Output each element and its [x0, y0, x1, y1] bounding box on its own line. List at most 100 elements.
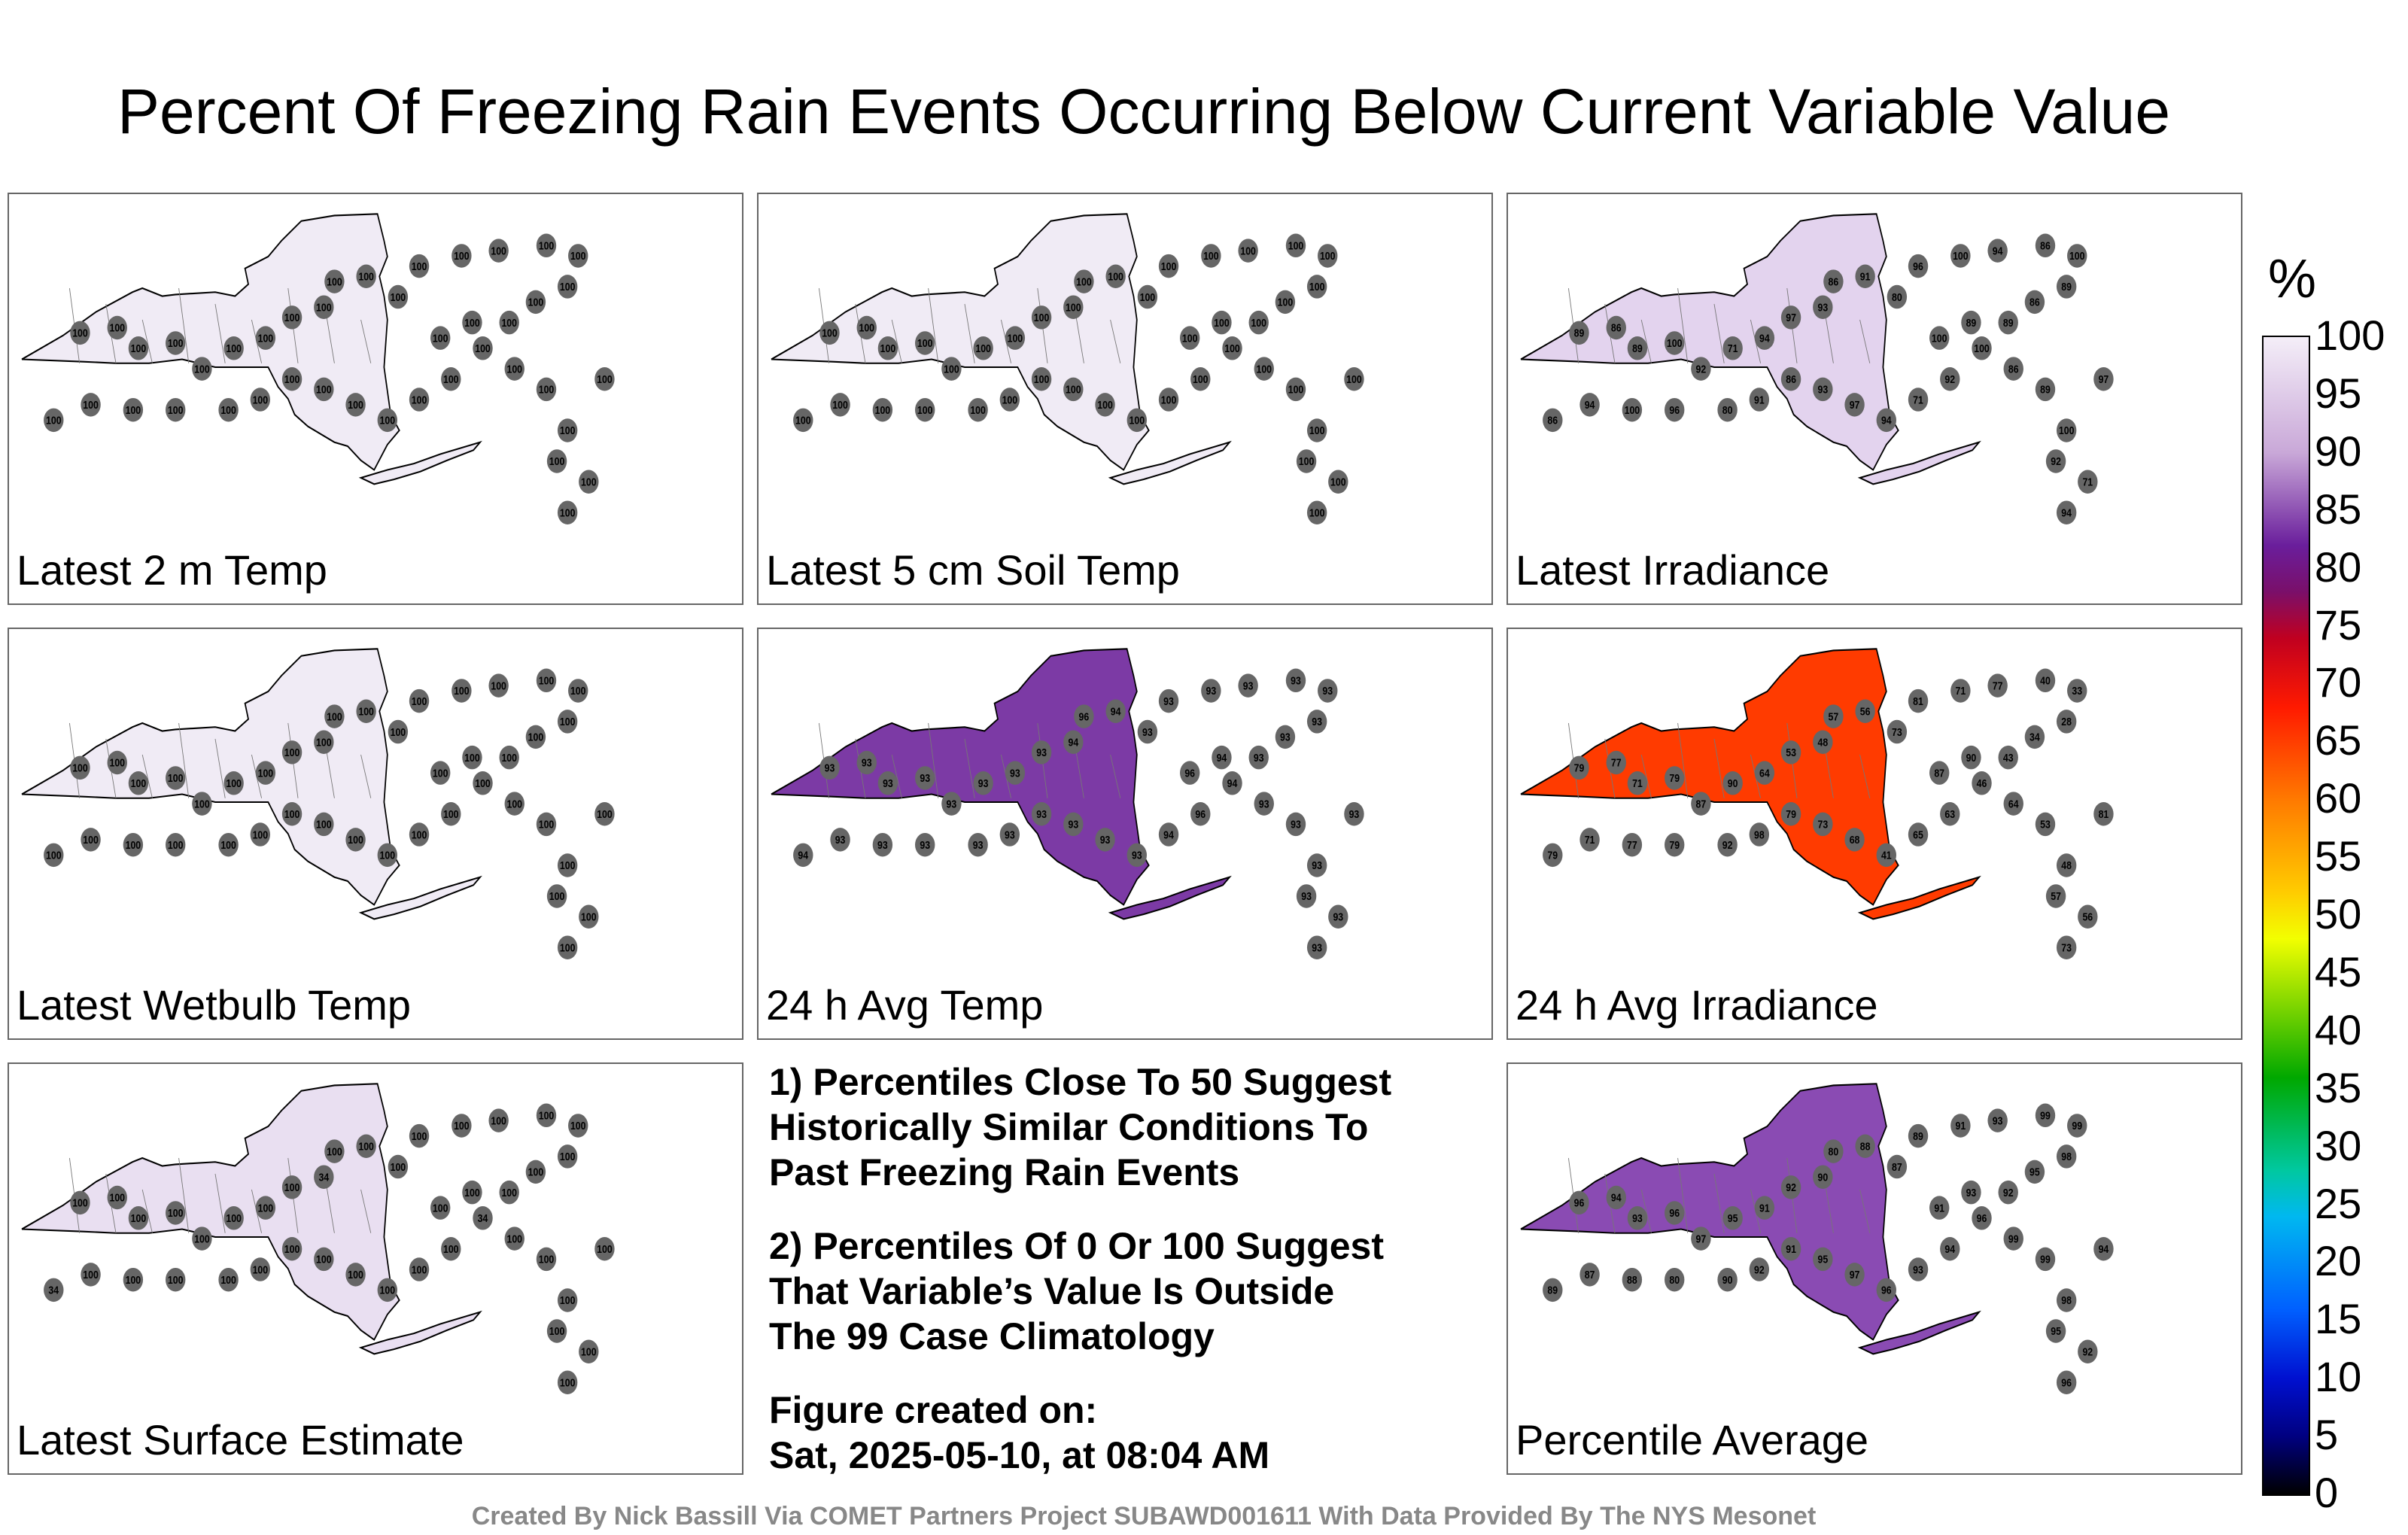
station-marker — [1627, 771, 1648, 795]
station-marker — [1238, 673, 1258, 698]
station-marker — [1908, 822, 1929, 847]
station-marker — [1222, 336, 1242, 360]
station-value: 93 — [1036, 808, 1047, 820]
station-value: 100 — [327, 275, 342, 287]
station-marker — [2003, 357, 2023, 381]
station-marker — [2067, 679, 2087, 703]
station-value: 79 — [1547, 850, 1558, 862]
station-marker — [2056, 1288, 2077, 1312]
map-layer: 100 100 100 100 100 100 100 100 100 100 100 100 100 1… — [21, 648, 615, 959]
station-value: 93 — [1817, 301, 1828, 313]
station-value: 53 — [2040, 819, 2051, 831]
station-marker — [388, 1154, 409, 1179]
station-marker — [557, 275, 578, 299]
station-value: 86 — [2040, 240, 2051, 252]
station-marker — [166, 766, 186, 790]
station-marker — [123, 832, 144, 857]
station-marker — [1940, 1237, 1960, 1261]
station-value: 97 — [1850, 1269, 1860, 1281]
station-value: 100 — [1309, 281, 1325, 293]
station-marker — [525, 290, 546, 315]
station-marker — [255, 761, 276, 785]
station-marker — [557, 935, 578, 959]
ny-state-map: 100 100 100 100 100 100 100 100 34 100 100 100 100 10… — [21, 1083, 615, 1394]
station-marker — [1813, 1165, 1833, 1189]
station-value: 100 — [258, 332, 274, 344]
station-value: 100 — [284, 746, 300, 758]
station-marker — [388, 719, 409, 744]
station-marker — [1285, 233, 1306, 258]
station-marker — [1296, 449, 1317, 473]
station-value: 100 — [316, 301, 332, 313]
map-layer: 100 100 100 100 100 100 100 100 100 100 100 100 100 1… — [21, 213, 615, 524]
station-value: 93 — [1036, 746, 1047, 758]
station-marker — [877, 336, 898, 360]
station-value: 95 — [1817, 1254, 1828, 1266]
station-marker — [2093, 1237, 2114, 1261]
station-value: 93 — [1280, 731, 1291, 743]
station-marker — [462, 745, 482, 770]
station-marker — [2056, 500, 2077, 524]
station-marker — [2024, 725, 2045, 749]
station-marker — [1823, 704, 1844, 728]
station-value: 100 — [539, 1110, 555, 1122]
station-marker — [1095, 393, 1115, 417]
station-value: 97 — [1696, 1233, 1707, 1245]
station-marker — [1908, 388, 1929, 412]
station-value: 86 — [1829, 275, 1839, 287]
station-marker — [218, 397, 239, 422]
station-marker — [1222, 771, 1242, 795]
station-value: 100 — [253, 394, 269, 406]
station-value: 93 — [1966, 1187, 1977, 1199]
station-marker — [430, 326, 451, 350]
station-marker — [1823, 1139, 1844, 1163]
station-value: 99 — [2040, 1254, 2051, 1266]
station-marker — [192, 792, 212, 816]
station-value: 100 — [970, 404, 986, 416]
station-value: 100 — [391, 1161, 406, 1173]
station-marker — [568, 1114, 588, 1138]
station-value: 100 — [194, 798, 210, 810]
station-marker — [941, 357, 962, 381]
station-marker — [999, 388, 1020, 412]
station-value: 89 — [1632, 342, 1643, 354]
long-island-outline — [1108, 440, 1232, 485]
station-marker — [128, 1206, 149, 1230]
station-value: 100 — [433, 767, 448, 779]
station-value: 100 — [1224, 342, 1240, 354]
station-marker — [2003, 792, 2023, 816]
station-marker — [2035, 668, 2056, 693]
station-value: 100 — [1161, 394, 1177, 406]
station-value: 92 — [1754, 1263, 1765, 1275]
station-value: 100 — [1034, 312, 1050, 324]
station-marker — [1328, 904, 1348, 929]
state-outline — [1520, 1083, 1899, 1341]
station-value: 94 — [2099, 1243, 2109, 1255]
station-value: 92 — [2051, 455, 2061, 467]
station-value: 100 — [581, 476, 597, 488]
map-layer: 79 77 71 79 87 90 64 53 48 57 56 73 81 71 77 40 33 28 34 43… — [1520, 648, 2114, 959]
station-value: 100 — [1346, 373, 1362, 385]
station-value: 100 — [253, 828, 269, 840]
station-value: 100 — [83, 399, 99, 411]
station-marker — [1126, 408, 1147, 433]
station-marker — [70, 321, 90, 345]
station-marker — [557, 1144, 578, 1169]
station-marker — [2056, 710, 2077, 734]
station-value: 100 — [454, 250, 470, 262]
station-marker — [1569, 321, 1589, 345]
county-line — [178, 1157, 190, 1233]
county-line — [1677, 287, 1689, 363]
state-outline — [1520, 648, 1899, 906]
station-marker — [504, 357, 524, 381]
station-marker — [2056, 418, 2077, 442]
station-marker — [1201, 679, 1221, 703]
station-value: 93 — [973, 839, 984, 851]
station-marker — [1813, 295, 1833, 319]
station-marker — [1961, 310, 1981, 335]
station-value: 97 — [1786, 312, 1796, 324]
station-marker — [2024, 1160, 2045, 1184]
station-value: 94 — [1227, 777, 1238, 789]
station-value: 100 — [316, 384, 332, 396]
station-value: 100 — [597, 373, 613, 385]
